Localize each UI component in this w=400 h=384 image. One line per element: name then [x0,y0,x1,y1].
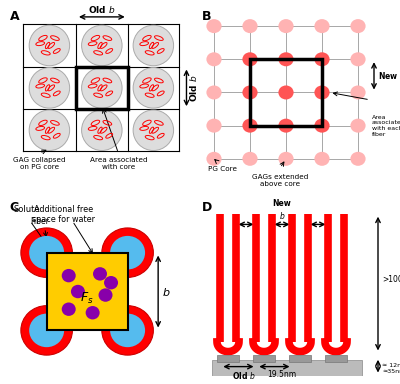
Circle shape [82,110,122,151]
Circle shape [242,86,258,99]
Text: Old $b$: Old $b$ [232,370,256,381]
Bar [218,355,238,362]
Circle shape [242,119,258,132]
Text: ≈ 12nm to
≈35nm: ≈ 12nm to ≈35nm [382,363,400,374]
Text: D: D [202,202,212,214]
Text: New
$b$: New $b$ [273,199,291,221]
Text: Area
associated
with each GAG
fiber: Area associated with each GAG fiber [372,114,400,137]
Circle shape [98,288,112,302]
Text: Additional free
space for water: Additional free space for water [32,205,95,224]
Circle shape [206,52,222,66]
Text: PG Core: PG Core [208,166,237,172]
Bar [289,355,310,362]
Circle shape [278,119,294,132]
Circle shape [350,119,366,132]
Text: Fiber: Fiber [30,217,49,226]
Text: A: A [10,10,20,23]
Circle shape [278,152,294,166]
Circle shape [242,52,258,66]
Text: GAGs extended
above core: GAGs extended above core [252,174,308,187]
Circle shape [62,303,76,316]
Circle shape [29,68,70,108]
Circle shape [86,306,100,319]
Circle shape [278,19,294,33]
Circle shape [350,86,366,99]
Circle shape [350,152,366,166]
Text: New $b$: New $b$ [378,70,400,81]
Circle shape [206,19,222,33]
Circle shape [102,228,153,277]
Bar [254,355,275,362]
Circle shape [29,314,64,347]
Circle shape [350,19,366,33]
Text: $b$: $b$ [162,286,170,298]
Circle shape [314,86,330,99]
Text: $F_s$: $F_s$ [80,291,94,306]
Text: Old $b$: Old $b$ [188,74,199,102]
Circle shape [206,152,222,166]
Circle shape [314,19,330,33]
Circle shape [93,267,107,281]
Circle shape [29,236,64,270]
Circle shape [29,110,70,151]
Text: Area associated
with core: Area associated with core [90,157,147,170]
Text: B: B [202,10,212,23]
Circle shape [242,152,258,166]
Circle shape [104,276,118,290]
Circle shape [133,110,174,151]
Text: GAG collapsed
on PG core: GAG collapsed on PG core [13,157,66,170]
Text: Solute: Solute [14,205,40,214]
Circle shape [278,52,294,66]
Circle shape [242,19,258,33]
Circle shape [110,236,145,270]
Bar [76,67,128,109]
Bar [326,355,346,362]
Text: 19.5nm: 19.5nm [268,370,296,379]
Text: Old $b$: Old $b$ [88,4,116,15]
Bar [250,59,322,126]
Circle shape [110,314,145,347]
Circle shape [314,152,330,166]
Text: C: C [10,202,19,214]
Circle shape [102,306,153,355]
Circle shape [62,269,76,282]
Circle shape [133,25,174,66]
Circle shape [21,228,72,277]
Circle shape [314,119,330,132]
Circle shape [71,285,85,298]
Text: >100nm: >100nm [382,275,400,284]
Bar [47,253,128,330]
Circle shape [82,68,122,108]
Circle shape [82,25,122,66]
Bar [212,361,362,376]
Circle shape [29,25,70,66]
Circle shape [206,86,222,99]
Circle shape [314,52,330,66]
Circle shape [206,119,222,132]
Circle shape [133,68,174,108]
Circle shape [278,86,294,99]
Circle shape [350,52,366,66]
Circle shape [21,306,72,355]
